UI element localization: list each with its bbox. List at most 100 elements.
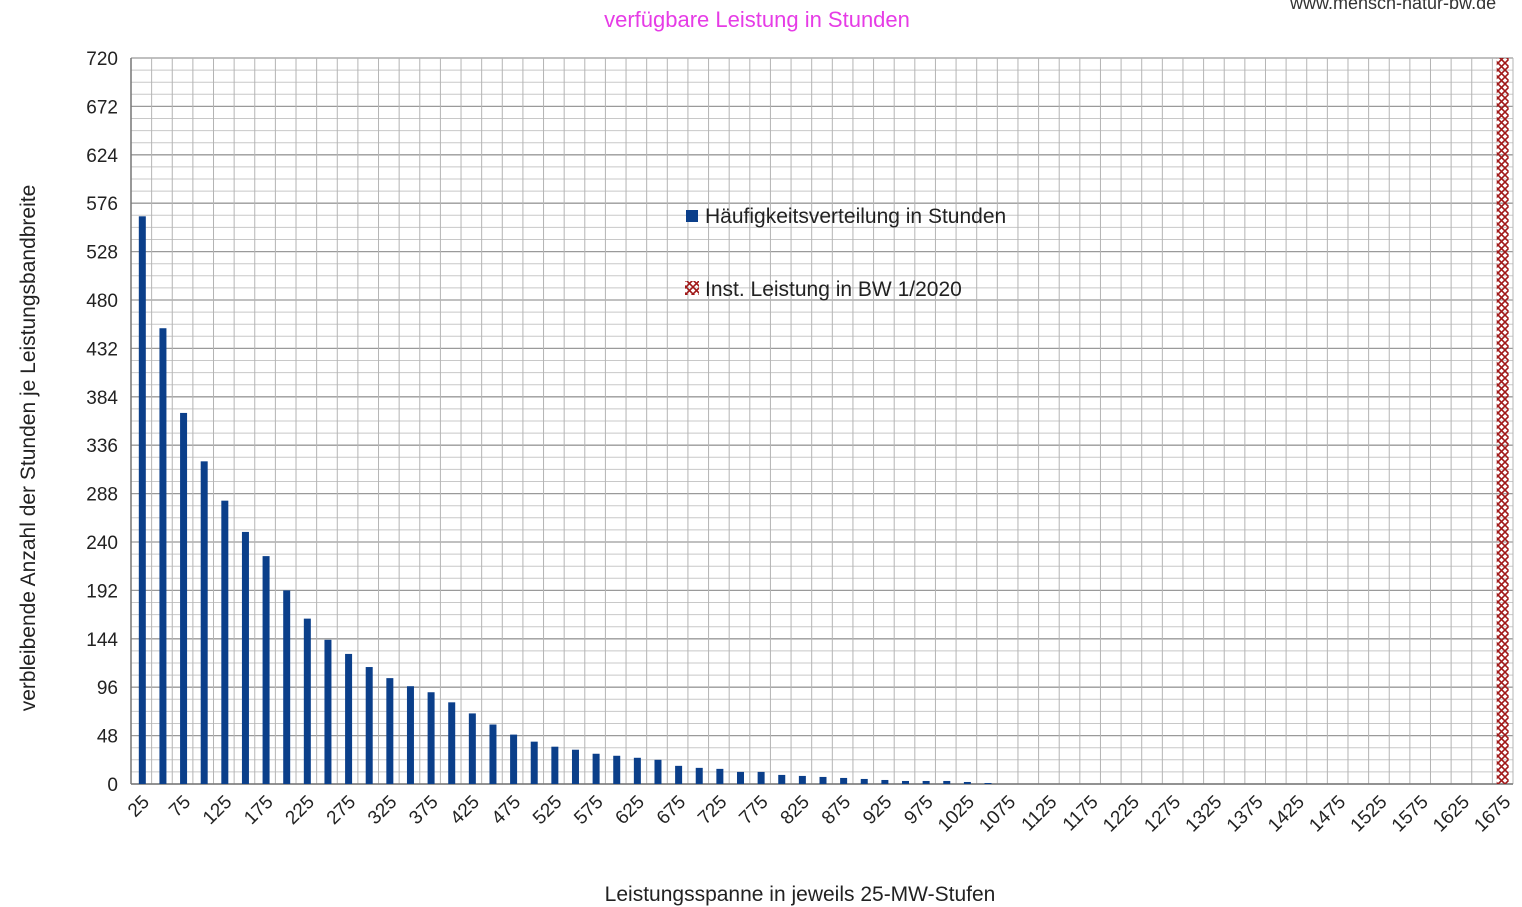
y-tick-label: 384 [86, 388, 118, 409]
x-tick-label: 1075 [975, 792, 1020, 837]
x-tick-label: 1175 [1059, 792, 1103, 836]
x-tick-label: 1275 [1140, 792, 1185, 837]
bar [571, 749, 579, 784]
legend-label-bars: Häufigkeitsverteilung in Stunden [705, 205, 1006, 228]
x-tick-label: 1425 [1264, 792, 1309, 837]
y-tick-label: 288 [86, 485, 118, 506]
legend-label-marker: Inst. Leistung in BW 1/2020 [705, 278, 962, 301]
bar [736, 771, 744, 784]
bar [613, 755, 621, 784]
bar [860, 778, 868, 784]
y-tick-label: 240 [86, 533, 118, 554]
legend-swatch-bars [686, 210, 698, 222]
x-tick-label: 525 [529, 792, 566, 829]
x-tick-label: 1125 [1018, 792, 1062, 836]
bar [881, 779, 889, 784]
x-tick-label: 75 [165, 792, 195, 822]
bar [551, 746, 559, 784]
bar [757, 771, 765, 784]
y-tick-label: 528 [86, 243, 118, 264]
bar [675, 765, 683, 784]
bar [221, 500, 229, 784]
x-tick-label: 225 [282, 792, 319, 829]
y-axis-label: verbleibende Anzahl der Stunden je Leist… [17, 185, 40, 712]
bar [716, 768, 724, 784]
y-tick-label: 480 [86, 291, 118, 312]
y-tick-label: 624 [86, 146, 118, 167]
x-tick-label: 1225 [1099, 792, 1144, 837]
x-axis-label: Leistungsspanne in jeweils 25-MW-Stufen [605, 883, 996, 906]
legend: Häufigkeitsverteilung in Stunden Inst. L… [685, 205, 1006, 301]
x-tick-label: 125 [199, 792, 236, 829]
x-tick-label: 275 [323, 792, 360, 829]
x-tick-label: 975 [900, 792, 937, 829]
grid [130, 57, 1514, 785]
bar [303, 618, 311, 784]
installed-power-marker [1496, 58, 1509, 784]
bar [262, 556, 270, 784]
bar [489, 724, 497, 784]
watermark-text: www.mensch-natur-bw.de [1289, 0, 1496, 13]
y-tick-label: 96 [97, 678, 118, 699]
x-tick-label: 1325 [1182, 792, 1227, 837]
bar [241, 531, 249, 784]
bar [200, 461, 208, 784]
bar [406, 686, 414, 784]
x-tick-label: 775 [735, 792, 772, 829]
bar [798, 775, 806, 784]
x-tick-label: 325 [364, 792, 401, 829]
bar [819, 776, 827, 784]
x-tick-label: 25 [124, 792, 154, 822]
x-tick-label: 575 [570, 792, 607, 829]
bar [778, 774, 786, 784]
bar [902, 780, 910, 784]
x-tick-label: 925 [859, 792, 896, 829]
chart-title: verfügbare Leistung in Stunden [604, 7, 910, 32]
bar [984, 782, 992, 784]
bar [386, 678, 394, 784]
x-tick-label: 625 [612, 792, 649, 829]
y-tick-label: 672 [86, 97, 118, 118]
x-tick-label: 1475 [1305, 792, 1350, 837]
bar [963, 781, 971, 784]
bar [695, 767, 703, 784]
bars [138, 216, 992, 784]
y-tick-label: 192 [86, 581, 118, 602]
y-tick-label: 144 [86, 630, 118, 651]
bar [530, 741, 538, 784]
x-tick-label: 675 [653, 792, 690, 829]
y-tick-label: 48 [97, 727, 118, 748]
marker-bar [1496, 58, 1509, 784]
x-tick-label: 825 [777, 792, 814, 829]
bar [427, 692, 435, 784]
bar [283, 590, 291, 784]
x-tick-label: 375 [405, 792, 442, 829]
bar [592, 753, 600, 784]
bar [324, 639, 332, 784]
x-tick-label: 1625 [1429, 792, 1474, 837]
x-tick-label: 1575 [1388, 792, 1433, 837]
y-tick-label: 432 [86, 339, 118, 360]
x-tick-label: 875 [818, 792, 855, 829]
bar [345, 653, 353, 784]
bar [510, 734, 518, 784]
y-tick-label: 0 [107, 775, 118, 796]
x-tick-label: 725 [694, 792, 731, 829]
bar [943, 780, 951, 784]
x-tick-label: 425 [447, 792, 484, 829]
x-tick-label: 1025 [934, 792, 979, 837]
bar [180, 412, 188, 784]
x-tick-label: 175 [240, 792, 277, 829]
y-tick-label: 336 [86, 436, 118, 457]
bar [922, 780, 930, 784]
x-tick-label: 475 [488, 792, 525, 829]
bar [654, 759, 662, 784]
x-tick-label: 1675 [1470, 792, 1515, 837]
x-tick-label: 1375 [1223, 792, 1268, 837]
bar [159, 328, 167, 784]
bar [365, 667, 373, 784]
x-tick-label: 1525 [1347, 792, 1392, 837]
legend-swatch-marker [685, 281, 699, 295]
y-tick-label: 720 [86, 49, 118, 70]
